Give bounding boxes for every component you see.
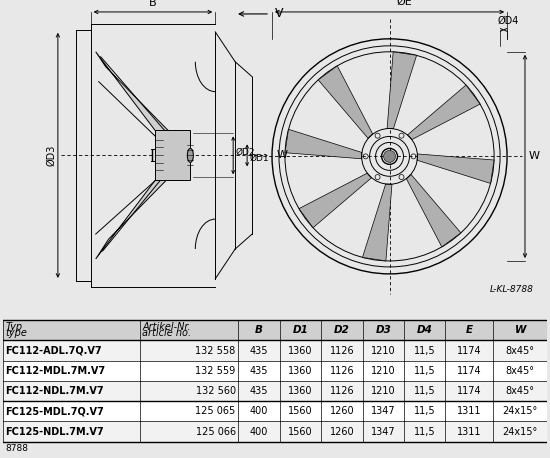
Text: 1126: 1126 (329, 366, 354, 376)
Text: 435: 435 (250, 366, 268, 376)
Text: 1347: 1347 (371, 426, 395, 436)
Text: 1360: 1360 (288, 386, 313, 396)
Polygon shape (387, 52, 416, 129)
Text: FC125-NDL.7M.V7: FC125-NDL.7M.V7 (6, 426, 104, 436)
Circle shape (383, 150, 395, 162)
Text: 1174: 1174 (457, 386, 482, 396)
Text: 1260: 1260 (329, 406, 354, 416)
Text: D4: D4 (417, 325, 433, 335)
Text: ØE: ØE (397, 0, 412, 7)
Text: 11,5: 11,5 (414, 426, 436, 436)
Polygon shape (318, 66, 373, 138)
Bar (3, 401, 547, 421)
Bar (3, 421, 547, 442)
Text: 1347: 1347 (371, 406, 395, 416)
Bar (156, 131, 190, 180)
Text: 11,5: 11,5 (414, 406, 436, 416)
Text: 125 066: 125 066 (196, 426, 235, 436)
Text: W: W (529, 151, 540, 161)
Text: ØD3: ØD3 (46, 145, 56, 166)
Polygon shape (299, 173, 372, 228)
Text: B: B (149, 0, 157, 8)
Bar (3, 340, 547, 361)
Text: 24x15°: 24x15° (503, 426, 538, 436)
Text: 1210: 1210 (371, 386, 395, 396)
Text: 1360: 1360 (288, 366, 313, 376)
Text: 1126: 1126 (329, 346, 354, 355)
Text: 11,5: 11,5 (414, 346, 436, 355)
Polygon shape (417, 154, 494, 184)
Polygon shape (96, 164, 181, 259)
Text: W: W (277, 150, 288, 160)
Text: type: type (6, 328, 28, 338)
Text: 8788: 8788 (6, 444, 29, 453)
Text: E: E (466, 325, 473, 335)
Text: 11,5: 11,5 (414, 386, 436, 396)
Text: Artikel-Nr.: Artikel-Nr. (142, 322, 191, 333)
Text: 1210: 1210 (371, 366, 395, 376)
Text: D2: D2 (334, 325, 350, 335)
Text: 1260: 1260 (329, 426, 354, 436)
Text: 132 560: 132 560 (196, 386, 235, 396)
Text: 8x45°: 8x45° (505, 346, 535, 355)
Text: B: B (255, 325, 263, 335)
Polygon shape (96, 52, 178, 147)
Text: 11,5: 11,5 (414, 366, 436, 376)
Text: D3: D3 (375, 325, 391, 335)
Text: ØD1: ØD1 (249, 154, 269, 163)
Text: 8x45°: 8x45° (505, 366, 535, 376)
Text: ØD4: ØD4 (498, 16, 519, 26)
Bar (3, 320, 547, 340)
Text: FC112-ADL.7Q.V7: FC112-ADL.7Q.V7 (6, 346, 102, 355)
Text: 1311: 1311 (457, 426, 481, 436)
Text: FC125-MDL.7Q.V7: FC125-MDL.7Q.V7 (6, 406, 104, 416)
Polygon shape (408, 85, 480, 140)
Text: 400: 400 (250, 406, 268, 416)
Text: 1360: 1360 (288, 346, 313, 355)
Bar (3, 381, 547, 401)
Text: 1311: 1311 (457, 406, 481, 416)
Text: 132 558: 132 558 (195, 346, 235, 355)
Text: 24x15°: 24x15° (503, 406, 538, 416)
Text: 1174: 1174 (457, 346, 482, 355)
Text: L-KL-8788: L-KL-8788 (490, 285, 534, 294)
Text: 8x45°: 8x45° (505, 386, 535, 396)
Ellipse shape (188, 148, 194, 162)
Text: 435: 435 (250, 386, 268, 396)
Text: FC112-NDL.7M.V7: FC112-NDL.7M.V7 (6, 386, 104, 396)
Text: 400: 400 (250, 426, 268, 436)
Text: D1: D1 (293, 325, 309, 335)
Polygon shape (285, 129, 362, 159)
Text: article no.: article no. (142, 328, 191, 338)
Text: 125 065: 125 065 (195, 406, 235, 416)
Text: 132 559: 132 559 (195, 366, 235, 376)
Text: 1174: 1174 (457, 366, 482, 376)
Text: FC112-MDL.7M.V7: FC112-MDL.7M.V7 (6, 366, 106, 376)
Polygon shape (406, 174, 461, 247)
Text: ØD2: ØD2 (235, 148, 255, 157)
Text: W: W (514, 325, 526, 335)
Bar (3, 361, 547, 381)
Text: 1210: 1210 (371, 346, 395, 355)
Text: V: V (275, 7, 283, 21)
Text: 1126: 1126 (329, 386, 354, 396)
Text: 1560: 1560 (288, 426, 313, 436)
Text: Typ: Typ (6, 322, 23, 333)
Text: 1560: 1560 (288, 406, 313, 416)
Text: 435: 435 (250, 346, 268, 355)
Polygon shape (362, 184, 392, 261)
